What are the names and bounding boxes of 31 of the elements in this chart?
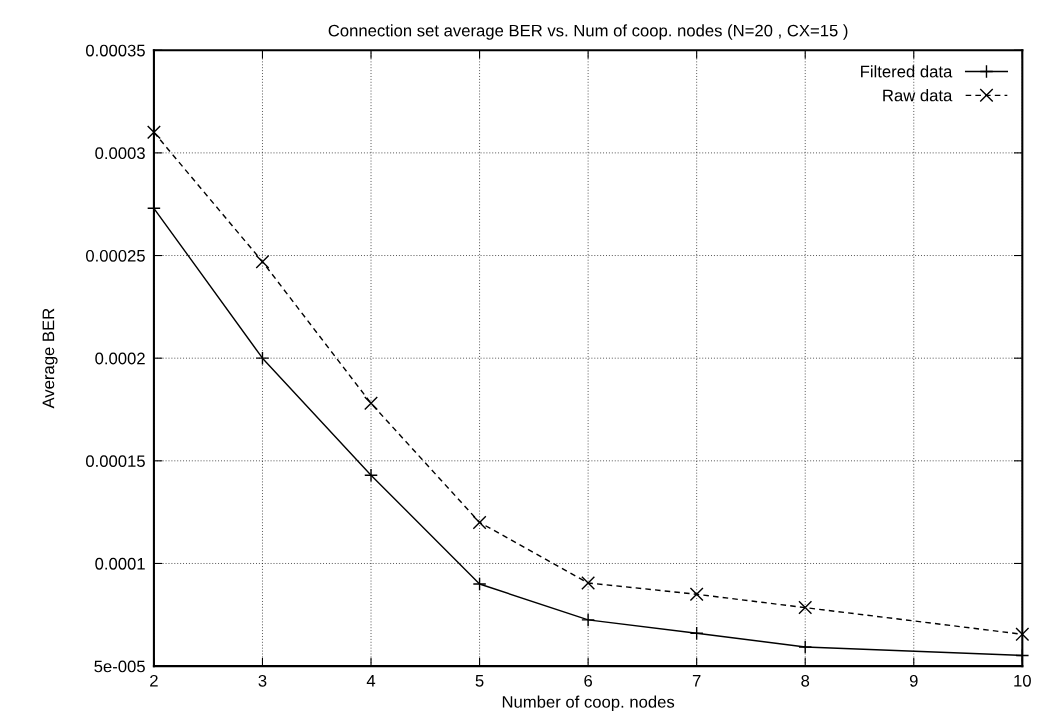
y-tick-label: 5e-005 [94, 660, 145, 673]
point [689, 587, 704, 602]
x-tick-label: 2 [150, 674, 158, 687]
point [798, 600, 813, 615]
x-tick-label: 3 [258, 674, 267, 687]
y-tick-label: 0.00025 [86, 249, 145, 262]
x-axis-title: Number of coop. nodes [502, 695, 675, 712]
y-tick-label: 0.00015 [86, 455, 145, 468]
x-tick-label: 4 [366, 675, 376, 687]
point [255, 254, 270, 269]
point [581, 576, 596, 590]
x-tick-label: 8 [801, 674, 810, 687]
legend-label: Raw data [883, 89, 953, 102]
x-tick-label: 6 [584, 674, 593, 687]
y-tick-label: 0.00035 [86, 44, 145, 57]
chart-title: Connection set average BER vs. Num of coop. nodes (N=20 , CX=15 ) [328, 24, 848, 40]
y-axis-title: Average BER [42, 308, 58, 409]
point [146, 125, 161, 140]
x-tick-label: 5 [475, 675, 484, 687]
point [255, 351, 270, 366]
x-tick-label: 10 [1014, 674, 1031, 687]
point [472, 515, 487, 530]
point [1015, 627, 1030, 642]
y-tick-label: 0.0001 [95, 557, 145, 570]
x-tick-label: 9 [909, 674, 918, 687]
y-tick-label: 0.0002 [95, 352, 145, 365]
y-tick-label: 0.0003 [95, 147, 145, 160]
point [472, 577, 487, 591]
legend-label: Filtered data [861, 65, 953, 78]
x-tick-label: 7 [692, 675, 701, 687]
point [364, 396, 378, 411]
